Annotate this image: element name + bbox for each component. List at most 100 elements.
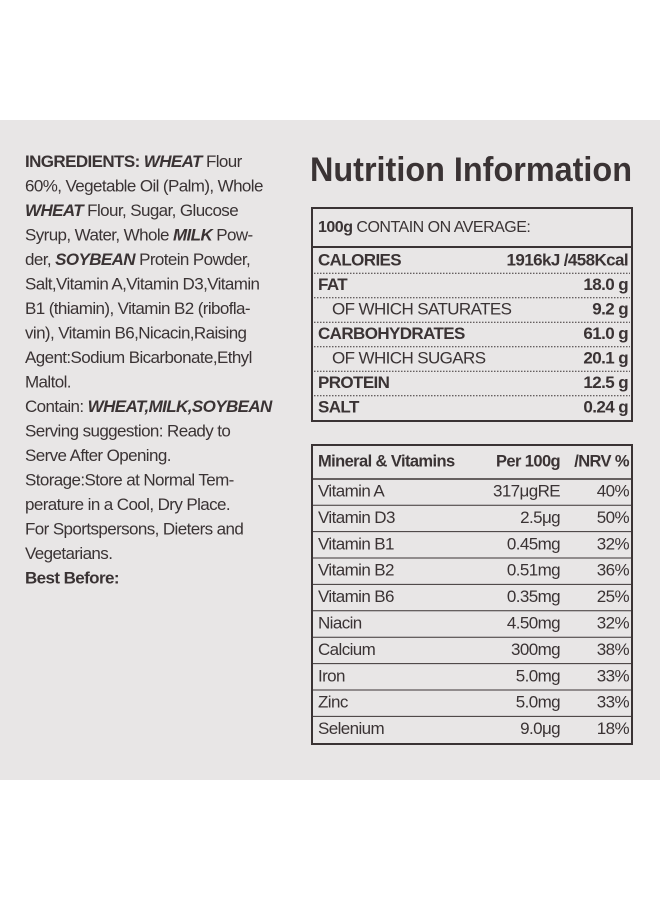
- nutrient-label: PROTEIN: [318, 373, 390, 392]
- ingredient-text: Flour, Sugar, Glucose: [83, 201, 238, 220]
- ingredient-line: vin), Vitamin B6,Nicacin,Raising: [25, 324, 247, 343]
- vitamin-header: /NRV %: [574, 452, 630, 470]
- ingredient-text: vin), Vitamin B6,Nicacin,Raising: [25, 324, 247, 343]
- ingredient-line: Maltol.: [25, 373, 71, 392]
- ingredient-text: der,: [25, 250, 55, 269]
- vitamin-cell: Iron: [318, 666, 345, 685]
- nutrient-label: CALORIES: [318, 250, 401, 269]
- nutrition-title: Nutrition Information: [310, 151, 632, 189]
- vitamin-header: Mineral & Vitamins: [318, 452, 455, 470]
- vitamin-cell: 32%: [597, 613, 630, 632]
- ingredient-text: Agent:Sodium Bicarbonate,Ethyl: [25, 348, 252, 367]
- ingredient-text: Flour: [202, 152, 243, 171]
- ingredient-text: SOYBEAN: [55, 250, 136, 269]
- ingredient-text: Salt,Vitamin A,Vitamin D3,Vitamin: [25, 275, 260, 294]
- ingredient-line: Contain: WHEAT,MILK,SOYBEAN: [25, 397, 273, 416]
- vitamin-cell: 4.50mg: [507, 613, 560, 632]
- ingredient-text: Maltol.: [25, 373, 71, 392]
- ingredient-text: perature in a Cool, Dry Place.: [25, 495, 230, 514]
- ingredient-line: der, SOYBEAN Protein Powder,: [25, 250, 250, 269]
- nutrient-value: 1916kJ /458Kcal: [507, 250, 628, 269]
- ingredient-line: Serving suggestion: Ready to: [25, 422, 230, 441]
- nutrient-label: CARBOHYDRATES: [318, 324, 465, 343]
- panel-background: [0, 120, 660, 780]
- header-amount: 100g: [318, 219, 352, 236]
- nutrient-value: 9.2 g: [592, 299, 628, 318]
- vitamin-header: Per 100g: [496, 452, 560, 470]
- vitamin-cell: 40%: [597, 481, 630, 500]
- vitamin-cell: Calcium: [318, 640, 376, 659]
- ingredient-text: WHEAT: [144, 152, 204, 171]
- vitamin-cell: 32%: [597, 534, 630, 553]
- nutrient-value: 20.1 g: [583, 348, 628, 367]
- ingredient-text: Best Before:: [25, 569, 119, 588]
- vitamin-cell: Vitamin B2: [318, 561, 394, 580]
- nutrition-header: 100g CONTAIN ON AVERAGE:: [318, 219, 530, 236]
- vitamin-cell: Zinc: [318, 693, 349, 712]
- ingredient-text: MILK: [173, 226, 214, 245]
- ingredient-text: 60%, Vegetable Oil (Palm), Whole: [25, 177, 263, 196]
- ingredient-line: Storage:Store at Normal Tem-: [25, 471, 234, 490]
- ingredient-line: Vegetarians.: [25, 544, 112, 563]
- vitamin-cell: 2.5μg: [520, 508, 560, 527]
- vitamin-cell: 33%: [597, 693, 630, 712]
- nutrient-label: OF WHICH SUGARS: [332, 348, 486, 367]
- vitamin-cell: 317μgRE: [493, 481, 560, 500]
- ingredient-line: Salt,Vitamin A,Vitamin D3,Vitamin: [25, 275, 260, 294]
- vitamin-cell: Vitamin B6: [318, 587, 394, 606]
- ingredient-text: Storage:Store at Normal Tem-: [25, 471, 234, 490]
- vitamin-cell: 0.35mg: [507, 587, 560, 606]
- nutrition-box: [311, 207, 633, 422]
- ingredient-line: For Sportspersons, Dieters and: [25, 520, 243, 539]
- ingredient-line: Syrup, Water, Whole MILK Pow-: [25, 226, 253, 245]
- ingredient-line: Agent:Sodium Bicarbonate,Ethyl: [25, 348, 252, 367]
- vitamin-cell: 50%: [597, 508, 630, 527]
- vitamin-cell: Vitamin D3: [318, 508, 395, 527]
- vitamin-cell: Vitamin B1: [318, 534, 394, 553]
- ingredient-line: INGREDIENTS: WHEAT Flour: [25, 152, 243, 171]
- nutrient-value: 0.24 g: [583, 397, 628, 416]
- vitamin-cell: 18%: [597, 719, 630, 738]
- ingredient-line: 60%, Vegetable Oil (Palm), Whole: [25, 177, 263, 196]
- ingredient-line: perature in a Cool, Dry Place.: [25, 495, 230, 514]
- vitamin-cell: Vitamin A: [318, 481, 385, 500]
- ingredient-text: Serve After Opening.: [25, 446, 171, 465]
- ingredient-line: WHEAT Flour, Sugar, Glucose: [25, 201, 238, 220]
- ingredient-text: For Sportspersons, Dieters and: [25, 520, 243, 539]
- ingredient-text: WHEAT: [25, 201, 85, 220]
- ingredient-line: B1 (thiamin), Vitamin B2 (ribofla-: [25, 299, 250, 318]
- vitamin-cell: 25%: [597, 587, 630, 606]
- ingredient-text: Vegetarians.: [25, 544, 112, 563]
- nutrient-label: FAT: [318, 275, 348, 294]
- nutrient-label: OF WHICH SATURATES: [332, 299, 512, 318]
- nutrient-value: 18.0 g: [583, 275, 628, 294]
- ingredient-text: Protein Powder,: [135, 250, 250, 269]
- nutrient-label: SALT: [318, 397, 360, 416]
- vitamin-cell: 5.0mg: [516, 666, 560, 685]
- ingredient-text: INGREDIENTS:: [25, 152, 144, 171]
- vitamin-cell: 0.45mg: [507, 534, 560, 553]
- ingredient-text: Serving suggestion: Ready to: [25, 422, 230, 441]
- vitamin-cell: Selenium: [318, 719, 385, 738]
- vitamin-box: [311, 444, 633, 745]
- vitamin-cell: 33%: [597, 666, 630, 685]
- vitamin-cell: 0.51mg: [507, 561, 560, 580]
- ingredient-text: WHEAT,MILK,SOYBEAN: [88, 397, 273, 416]
- header-text: CONTAIN ON AVERAGE:: [352, 219, 530, 236]
- ingredient-line: Best Before:: [25, 569, 119, 588]
- ingredient-text: Pow-: [212, 226, 252, 245]
- nutrient-value: 61.0 g: [583, 324, 628, 343]
- ingredient-text: B1 (thiamin), Vitamin B2 (ribofla-: [25, 299, 250, 318]
- vitamin-cell: 38%: [597, 640, 630, 659]
- ingredient-text: Contain:: [25, 397, 88, 416]
- vitamin-cell: Niacin: [318, 613, 362, 632]
- vitamin-cell: 36%: [597, 561, 630, 580]
- vitamin-cell: 300mg: [511, 640, 560, 659]
- vitamin-cell: 5.0mg: [516, 693, 560, 712]
- vitamin-cell: 9.0μg: [520, 719, 560, 738]
- ingredient-text: Syrup, Water, Whole: [25, 226, 173, 245]
- ingredient-line: Serve After Opening.: [25, 446, 171, 465]
- nutrient-value: 12.5 g: [583, 373, 628, 392]
